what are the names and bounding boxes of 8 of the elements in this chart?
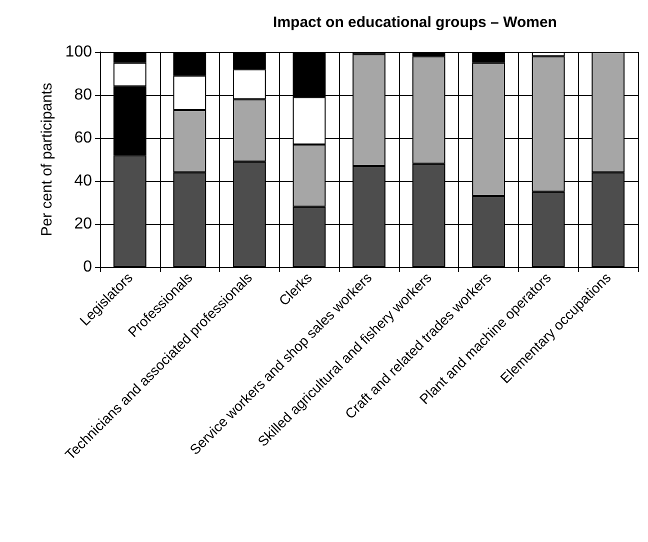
y-tick-label: 40: [74, 172, 92, 190]
y-tick-label: 20: [74, 216, 92, 232]
y-tick-label: 60: [74, 130, 92, 146]
chart-title: Impact on educational groups – Women: [273, 14, 557, 31]
y-tick-label: 0: [83, 258, 92, 276]
y-axis-title: Per cent of participants: [38, 82, 56, 236]
y-tick-label: 80: [74, 86, 92, 104]
y-tick-label: 100: [65, 44, 92, 60]
